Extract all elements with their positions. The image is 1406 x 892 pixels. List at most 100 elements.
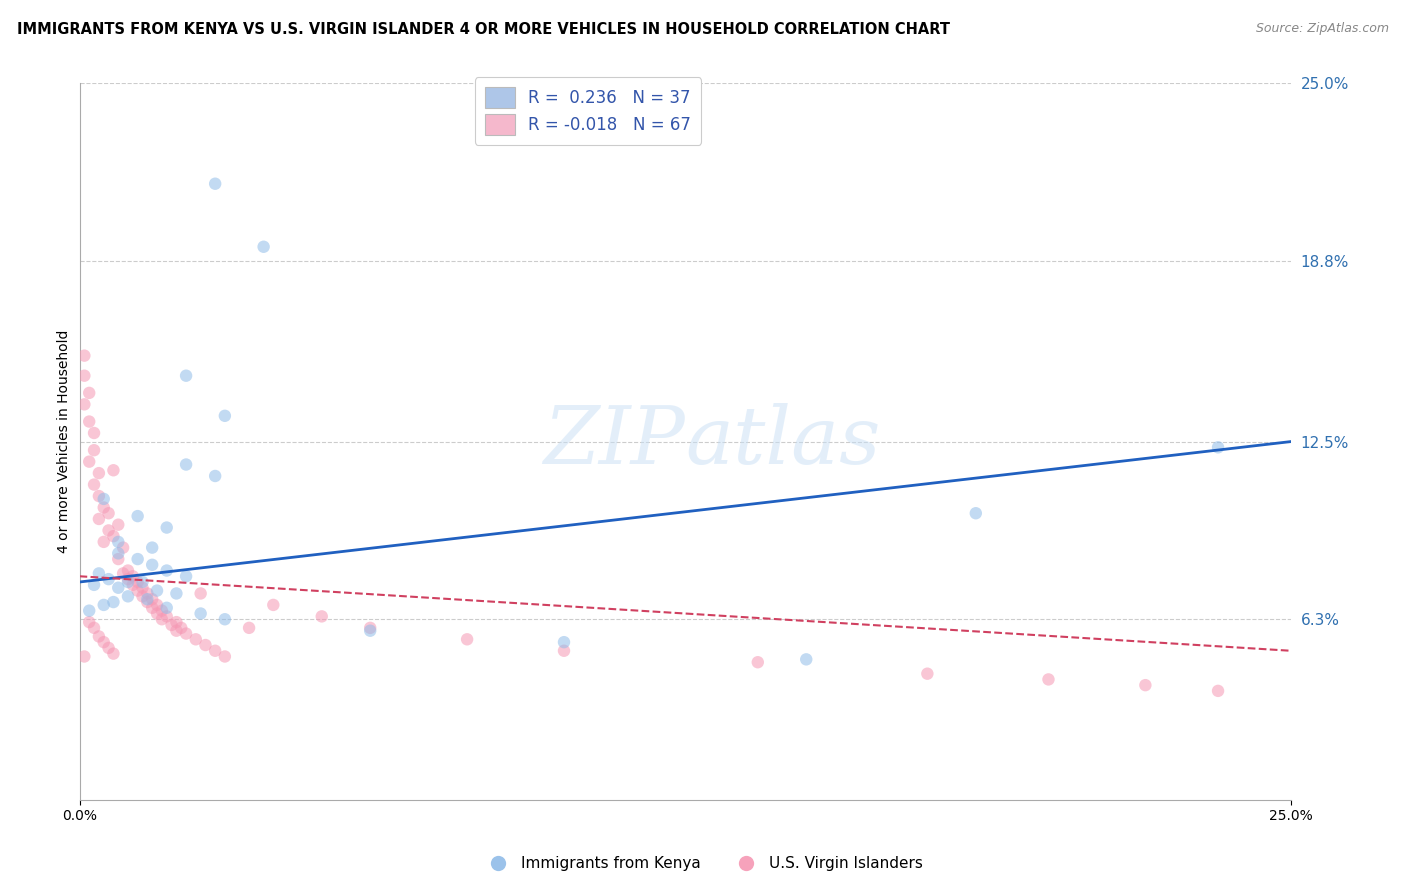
Point xyxy=(112,541,135,555)
Point xyxy=(156,520,179,534)
Point xyxy=(127,574,149,589)
Point xyxy=(184,632,207,647)
Point xyxy=(174,458,197,472)
Point xyxy=(204,644,226,658)
Point xyxy=(117,564,139,578)
Point xyxy=(87,566,110,581)
Point xyxy=(127,583,149,598)
Point xyxy=(214,612,236,626)
Point xyxy=(190,586,212,600)
Point xyxy=(117,574,139,589)
Point xyxy=(747,655,769,669)
Point xyxy=(97,506,120,520)
Point xyxy=(93,500,115,515)
Point xyxy=(146,598,169,612)
Point xyxy=(1135,678,1157,692)
Point xyxy=(83,425,105,440)
Point xyxy=(141,541,163,555)
Point xyxy=(311,609,333,624)
Point xyxy=(77,385,100,400)
Point xyxy=(107,517,129,532)
Point xyxy=(204,469,226,483)
Point xyxy=(170,621,193,635)
Point xyxy=(93,635,115,649)
Point xyxy=(150,612,173,626)
Point xyxy=(83,621,105,635)
Point xyxy=(1206,684,1229,698)
Point xyxy=(794,652,817,666)
Point xyxy=(127,509,149,524)
Point xyxy=(77,604,100,618)
Point xyxy=(141,558,163,572)
Text: atlas: atlas xyxy=(685,403,880,481)
Point xyxy=(553,635,575,649)
Point xyxy=(87,466,110,480)
Point xyxy=(93,491,115,506)
Point xyxy=(136,586,159,600)
Point xyxy=(965,506,987,520)
Point xyxy=(112,566,135,581)
Point xyxy=(262,598,284,612)
Point xyxy=(1038,673,1060,687)
Point xyxy=(156,564,179,578)
Point xyxy=(83,443,105,458)
Point xyxy=(150,604,173,618)
Point xyxy=(359,621,381,635)
Point xyxy=(107,534,129,549)
Point xyxy=(165,615,187,629)
Point xyxy=(165,586,187,600)
Point xyxy=(131,590,153,604)
Point xyxy=(174,569,197,583)
Y-axis label: 4 or more Vehicles in Household: 4 or more Vehicles in Household xyxy=(58,330,72,553)
Point xyxy=(103,463,125,477)
Point xyxy=(238,621,260,635)
Point xyxy=(141,600,163,615)
Point xyxy=(141,592,163,607)
Point xyxy=(73,649,96,664)
Point xyxy=(146,607,169,621)
Point xyxy=(127,552,149,566)
Point xyxy=(117,590,139,604)
Point xyxy=(131,574,153,589)
Point xyxy=(73,368,96,383)
Point xyxy=(553,644,575,658)
Point xyxy=(156,609,179,624)
Point xyxy=(190,607,212,621)
Point xyxy=(107,581,129,595)
Point xyxy=(103,647,125,661)
Point xyxy=(97,572,120,586)
Point xyxy=(93,598,115,612)
Point xyxy=(174,626,197,640)
Point xyxy=(165,624,187,638)
Point xyxy=(917,666,939,681)
Point xyxy=(87,512,110,526)
Point xyxy=(136,592,159,607)
Point xyxy=(77,455,100,469)
Point xyxy=(1206,440,1229,454)
Point xyxy=(73,397,96,411)
Point xyxy=(87,489,110,503)
Point xyxy=(117,572,139,586)
Point xyxy=(121,578,143,592)
Point xyxy=(136,595,159,609)
Text: IMMIGRANTS FROM KENYA VS U.S. VIRGIN ISLANDER 4 OR MORE VEHICLES IN HOUSEHOLD CO: IMMIGRANTS FROM KENYA VS U.S. VIRGIN ISL… xyxy=(17,22,950,37)
Point xyxy=(97,524,120,538)
Text: Source: ZipAtlas.com: Source: ZipAtlas.com xyxy=(1256,22,1389,36)
Point xyxy=(359,624,381,638)
Point xyxy=(131,581,153,595)
Point xyxy=(103,529,125,543)
Point xyxy=(107,546,129,560)
Point xyxy=(87,629,110,643)
Point xyxy=(77,615,100,629)
Point xyxy=(456,632,478,647)
Point xyxy=(214,409,236,423)
Legend: R =  0.236   N = 37, R = -0.018   N = 67: R = 0.236 N = 37, R = -0.018 N = 67 xyxy=(475,78,702,145)
Point xyxy=(103,595,125,609)
Legend: Immigrants from Kenya, U.S. Virgin Islanders: Immigrants from Kenya, U.S. Virgin Islan… xyxy=(477,850,929,877)
Point xyxy=(214,649,236,664)
Point xyxy=(83,578,105,592)
Point xyxy=(107,552,129,566)
Point xyxy=(252,240,274,254)
Point xyxy=(160,618,183,632)
Point xyxy=(156,600,179,615)
